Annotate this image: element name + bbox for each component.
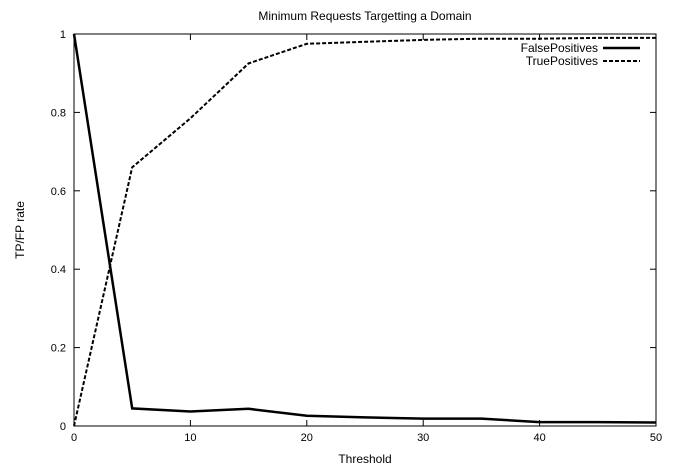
x-axis-label: Threshold — [338, 452, 391, 466]
x-tick-label: 50 — [650, 432, 662, 444]
y-tick-label: 0.2 — [51, 343, 66, 355]
x-tick-label: 0 — [71, 432, 77, 444]
legend-label: TruePositives — [526, 54, 598, 68]
y-tick-label: 0.8 — [51, 107, 66, 119]
series-line-falsepositives — [72, 33, 657, 424]
plot-frame — [73, 33, 657, 427]
axis-ticks: 0 10 20 30 40 50 0 0.2 0.4 0.6 0.8 1 — [51, 29, 662, 444]
y-axis-label: TP/FP rate — [13, 201, 27, 259]
x-tick-label: 10 — [184, 432, 196, 444]
y-tick-label: 0.6 — [51, 186, 66, 198]
y-tick-label: 0 — [60, 421, 66, 433]
series-line-truepositives — [73, 36, 656, 427]
series-lines — [72, 33, 657, 427]
x-tick-label: 20 — [301, 432, 313, 444]
chart-title: Minimum Requests Targetting a Domain — [258, 9, 471, 23]
x-tick-label: 40 — [533, 432, 545, 444]
y-tick-label: 0.4 — [51, 264, 66, 276]
x-tick-label: 30 — [417, 432, 429, 444]
y-tick-label: 1 — [60, 29, 66, 41]
legend-label: FalsePositives — [521, 41, 598, 55]
